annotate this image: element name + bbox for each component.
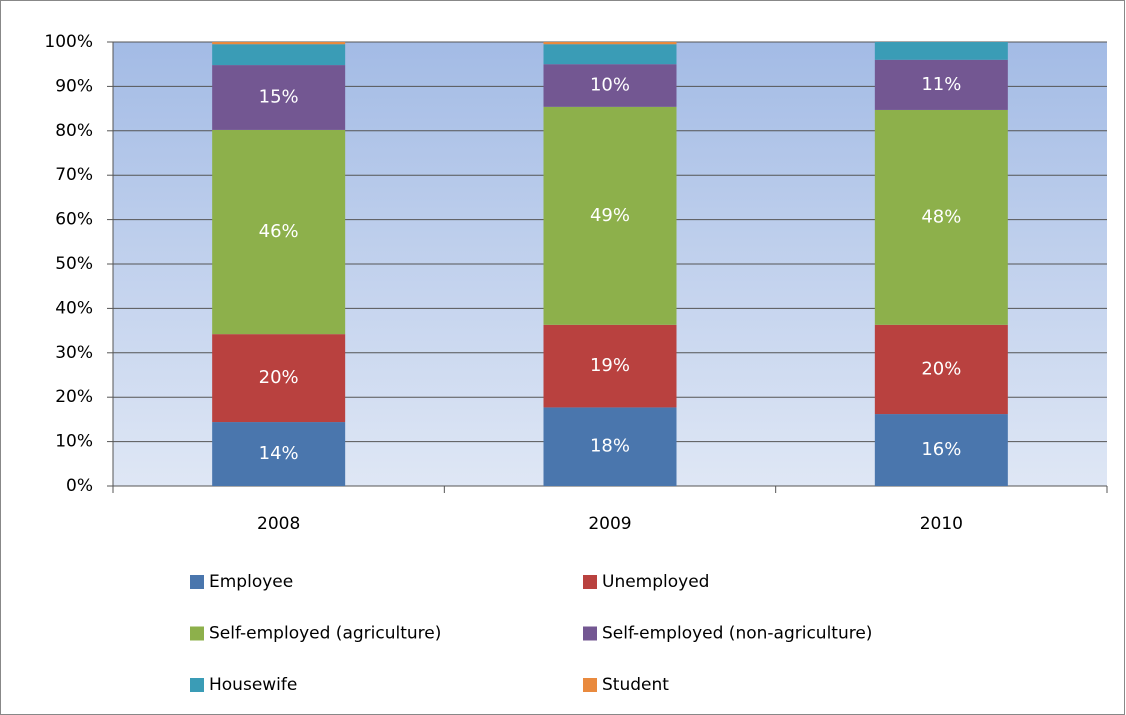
legend-label: Self-employed (non-agriculture) (602, 624, 872, 644)
bar-segment (212, 129, 346, 335)
legend-swatch (190, 575, 204, 589)
bar-segment (543, 106, 677, 325)
legend-label: Student (602, 675, 669, 695)
data-label: 49% (590, 205, 630, 226)
y-tick-label: 60% (55, 210, 93, 230)
x-tick-label: 2008 (257, 514, 300, 534)
y-tick-label: 20% (55, 387, 93, 407)
bar-segment (543, 407, 677, 486)
y-tick-label: 90% (55, 76, 93, 96)
data-label: 20% (259, 367, 299, 388)
data-label: 18% (590, 436, 630, 457)
y-tick-label: 10% (55, 432, 93, 452)
bar-segment (543, 42, 677, 45)
bar-segment (874, 414, 1008, 486)
legend-swatch (583, 575, 597, 589)
legend-swatch (190, 626, 204, 641)
data-label: 14% (259, 443, 299, 464)
legend-label: Housewife (209, 675, 297, 695)
data-label: 10% (590, 75, 630, 96)
legend-swatch (583, 678, 597, 692)
x-tick-label: 2009 (588, 514, 631, 534)
bar-segment (212, 44, 346, 66)
data-label: 11% (921, 74, 961, 95)
data-label: 46% (259, 221, 299, 242)
bar-segment (874, 42, 1008, 60)
bar-segment (874, 59, 1008, 110)
y-tick-label: 70% (55, 165, 93, 185)
bar-segment (212, 42, 346, 45)
bar-segment (543, 44, 677, 65)
data-label: 48% (921, 206, 961, 227)
bar-segment (212, 65, 346, 130)
bar-segment (874, 109, 1008, 325)
bar-segment (543, 64, 677, 107)
y-tick-label: 50% (55, 254, 93, 274)
data-label: 15% (259, 87, 299, 108)
y-tick-label: 40% (55, 298, 93, 318)
x-tick-label: 2010 (920, 514, 963, 534)
legend-swatch (583, 626, 597, 641)
legend-label: Employee (209, 572, 293, 592)
data-label: 19% (590, 355, 630, 376)
bar-segment (212, 422, 346, 486)
bar-segment (874, 324, 1008, 415)
y-tick-label: 30% (55, 343, 93, 363)
y-tick-label: 80% (55, 121, 93, 141)
bar-segment (543, 324, 677, 408)
y-tick-label: 0% (66, 476, 93, 496)
data-label: 16% (921, 439, 961, 460)
bar-segment (212, 334, 346, 423)
legend-label: Unemployed (602, 572, 709, 592)
legend-label: Self-employed (agriculture) (209, 624, 441, 644)
data-label: 20% (921, 358, 961, 379)
y-tick-label: 100% (44, 32, 93, 52)
legend-swatch (190, 678, 204, 692)
